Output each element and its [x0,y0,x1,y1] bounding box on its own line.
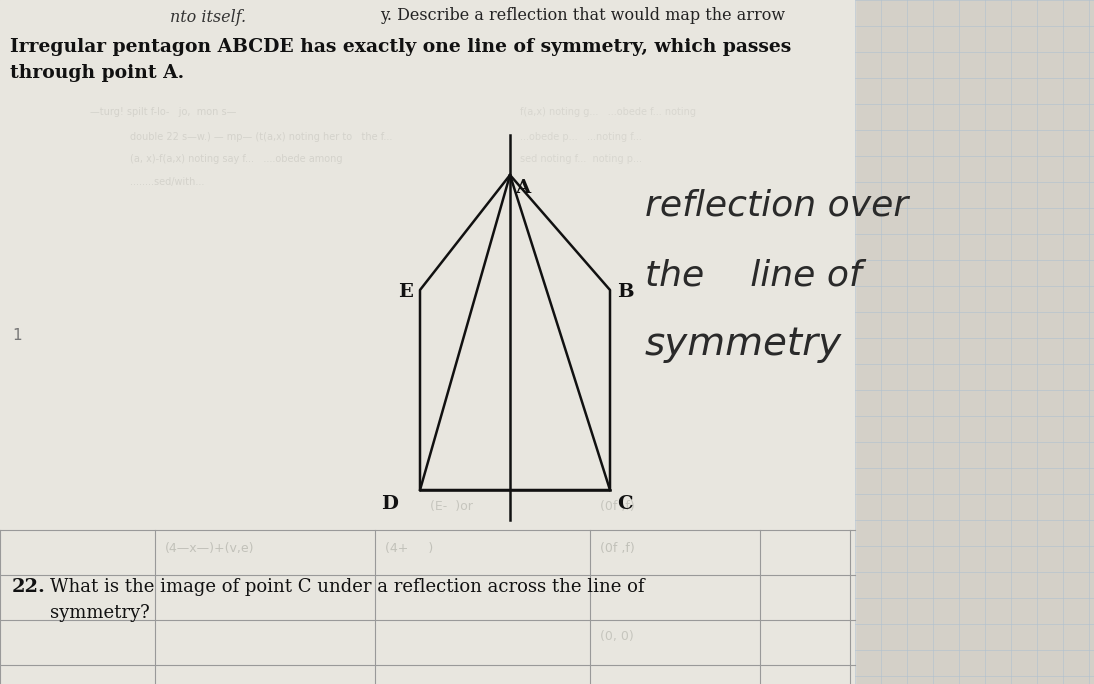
Text: through point A.: through point A. [10,64,184,82]
Text: (4+     ): (4+ ) [385,542,433,555]
Text: C: C [617,495,632,513]
Text: f(a,x) noting g...   ...obede f... noting: f(a,x) noting g... ...obede f... noting [520,107,696,117]
Text: (0f ,f): (0f ,f) [600,542,635,555]
Text: E: E [398,283,414,301]
Text: symmetry?: symmetry? [50,604,150,622]
Text: —turg! spilt f-lo-   jo,  mon s—: —turg! spilt f-lo- jo, mon s— [90,107,236,117]
Bar [0,0,856,684]
Text: (4—x—)+(v,e): (4—x—)+(v,e) [165,542,255,555]
Text: A: A [515,179,531,197]
Text: (a, x)-f(a,x) noting say f...   ....obede among: (a, x)-f(a,x) noting say f... ....obede … [130,154,342,164]
Text: nto itself.: nto itself. [170,9,246,26]
Text: double 22 s—w.) — mp— (t(a,x) noting her to   the f...: double 22 s—w.) — mp— (t(a,x) noting her… [130,132,393,142]
Text: y. Describe a reflection that would map the arrow: y. Describe a reflection that would map … [380,7,785,24]
Text: the    line of: the line of [645,258,862,292]
Text: What is the image of point C under a reflection across the line of: What is the image of point C under a ref… [50,578,644,596]
Text: D: D [381,495,398,513]
Text: 1: 1 [12,328,22,343]
Text: reflection over: reflection over [645,188,908,222]
Text: (E-  )or: (E- )or [430,500,473,513]
Text: symmetry: symmetry [645,325,842,363]
Text: 22.: 22. [12,578,46,596]
Text: Irregular pentagon ABCDE has exactly one line of symmetry, which passes: Irregular pentagon ABCDE has exactly one… [10,38,791,56]
Text: sed noting f...  noting p...: sed noting f... noting p... [520,154,642,164]
Text: (0f ,f): (0f ,f) [600,500,635,513]
Text: (0, 0): (0, 0) [600,630,633,643]
Text: ........sed/with...: ........sed/with... [130,177,205,187]
Text: ...obede p...   ...noting f...: ...obede p... ...noting f... [520,132,642,142]
Text: B: B [617,283,633,301]
